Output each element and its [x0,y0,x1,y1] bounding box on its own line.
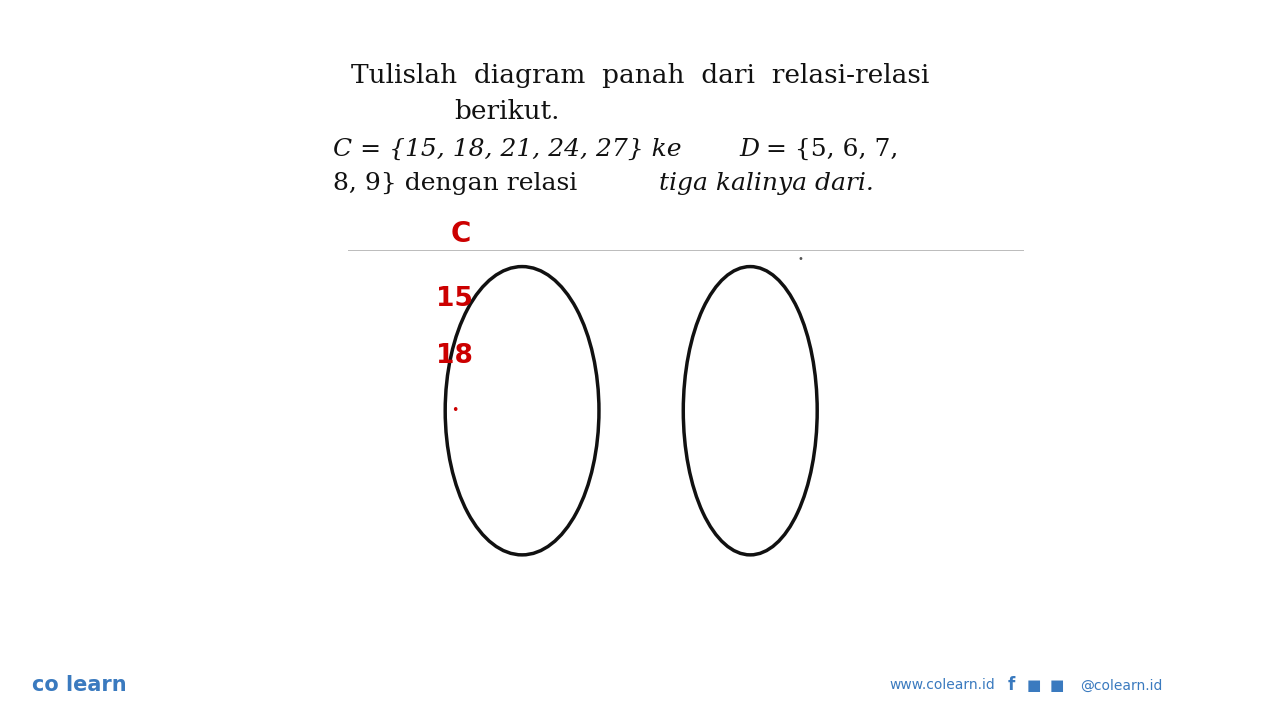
Text: tiga kalinya dari.: tiga kalinya dari. [659,172,874,195]
Text: C: C [451,220,471,248]
Text: f: f [1007,677,1015,694]
Text: •: • [797,254,803,264]
Text: ■: ■ [1027,678,1042,693]
Text: berikut.: berikut. [454,99,559,124]
Text: D: D [740,138,760,161]
Text: •: • [451,404,458,417]
Text: www.colearn.id: www.colearn.id [890,678,996,693]
Text: @colearn.id: @colearn.id [1080,678,1162,693]
Text: 8, 9} dengan relasi: 8, 9} dengan relasi [333,172,585,195]
Text: 18: 18 [436,343,472,369]
Text: = {5, 6, 7,: = {5, 6, 7, [758,138,899,161]
Text: 15: 15 [436,286,472,312]
Text: ■: ■ [1050,678,1065,693]
Text: C = {15, 18, 21, 24, 27} ke: C = {15, 18, 21, 24, 27} ke [333,138,690,161]
Text: co learn: co learn [32,675,127,696]
Text: Tulislah  diagram  panah  dari  relasi-relasi: Tulislah diagram panah dari relasi-relas… [351,63,929,88]
